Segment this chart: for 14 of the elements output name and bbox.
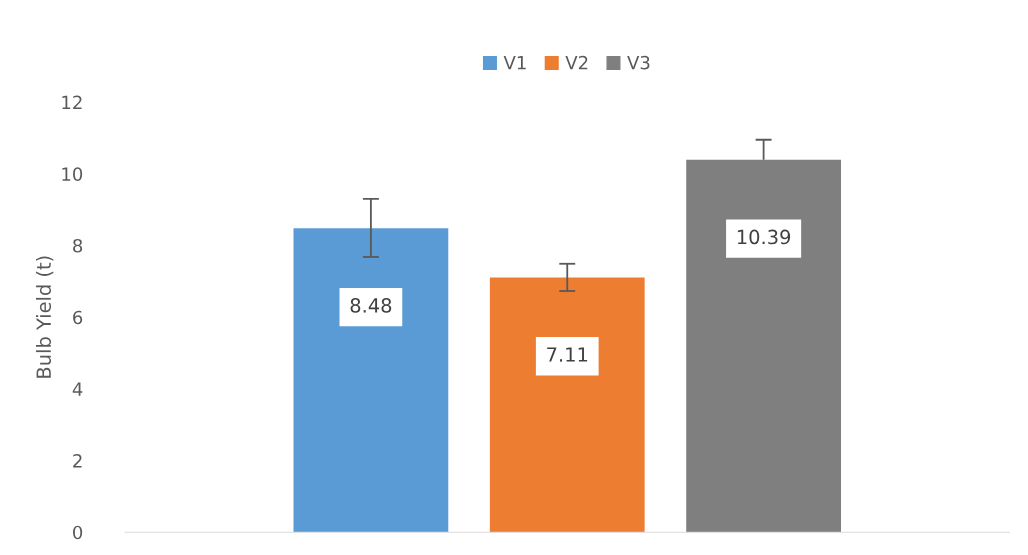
y-tick-label: 12 <box>62 95 82 109</box>
data-label: 10.39 <box>737 229 791 245</box>
y-tick-label: 6 <box>73 310 83 325</box>
legend-label: V1 <box>503 56 526 70</box>
legend-label: V3 <box>627 55 650 70</box>
y-tick-label: 8 <box>73 238 83 253</box>
data-label: 8.48 <box>350 298 392 313</box>
legend-label: V2 <box>565 55 588 70</box>
y-tick-label: 0 <box>73 525 83 540</box>
y-axis-title: Bulb Yield (t) <box>35 256 54 378</box>
y-tick-label: 10 <box>62 167 83 181</box>
y-tick-label: 2 <box>73 454 82 468</box>
y-tick-label: 4 <box>72 382 83 396</box>
data-label: 7.11 <box>547 347 588 362</box>
